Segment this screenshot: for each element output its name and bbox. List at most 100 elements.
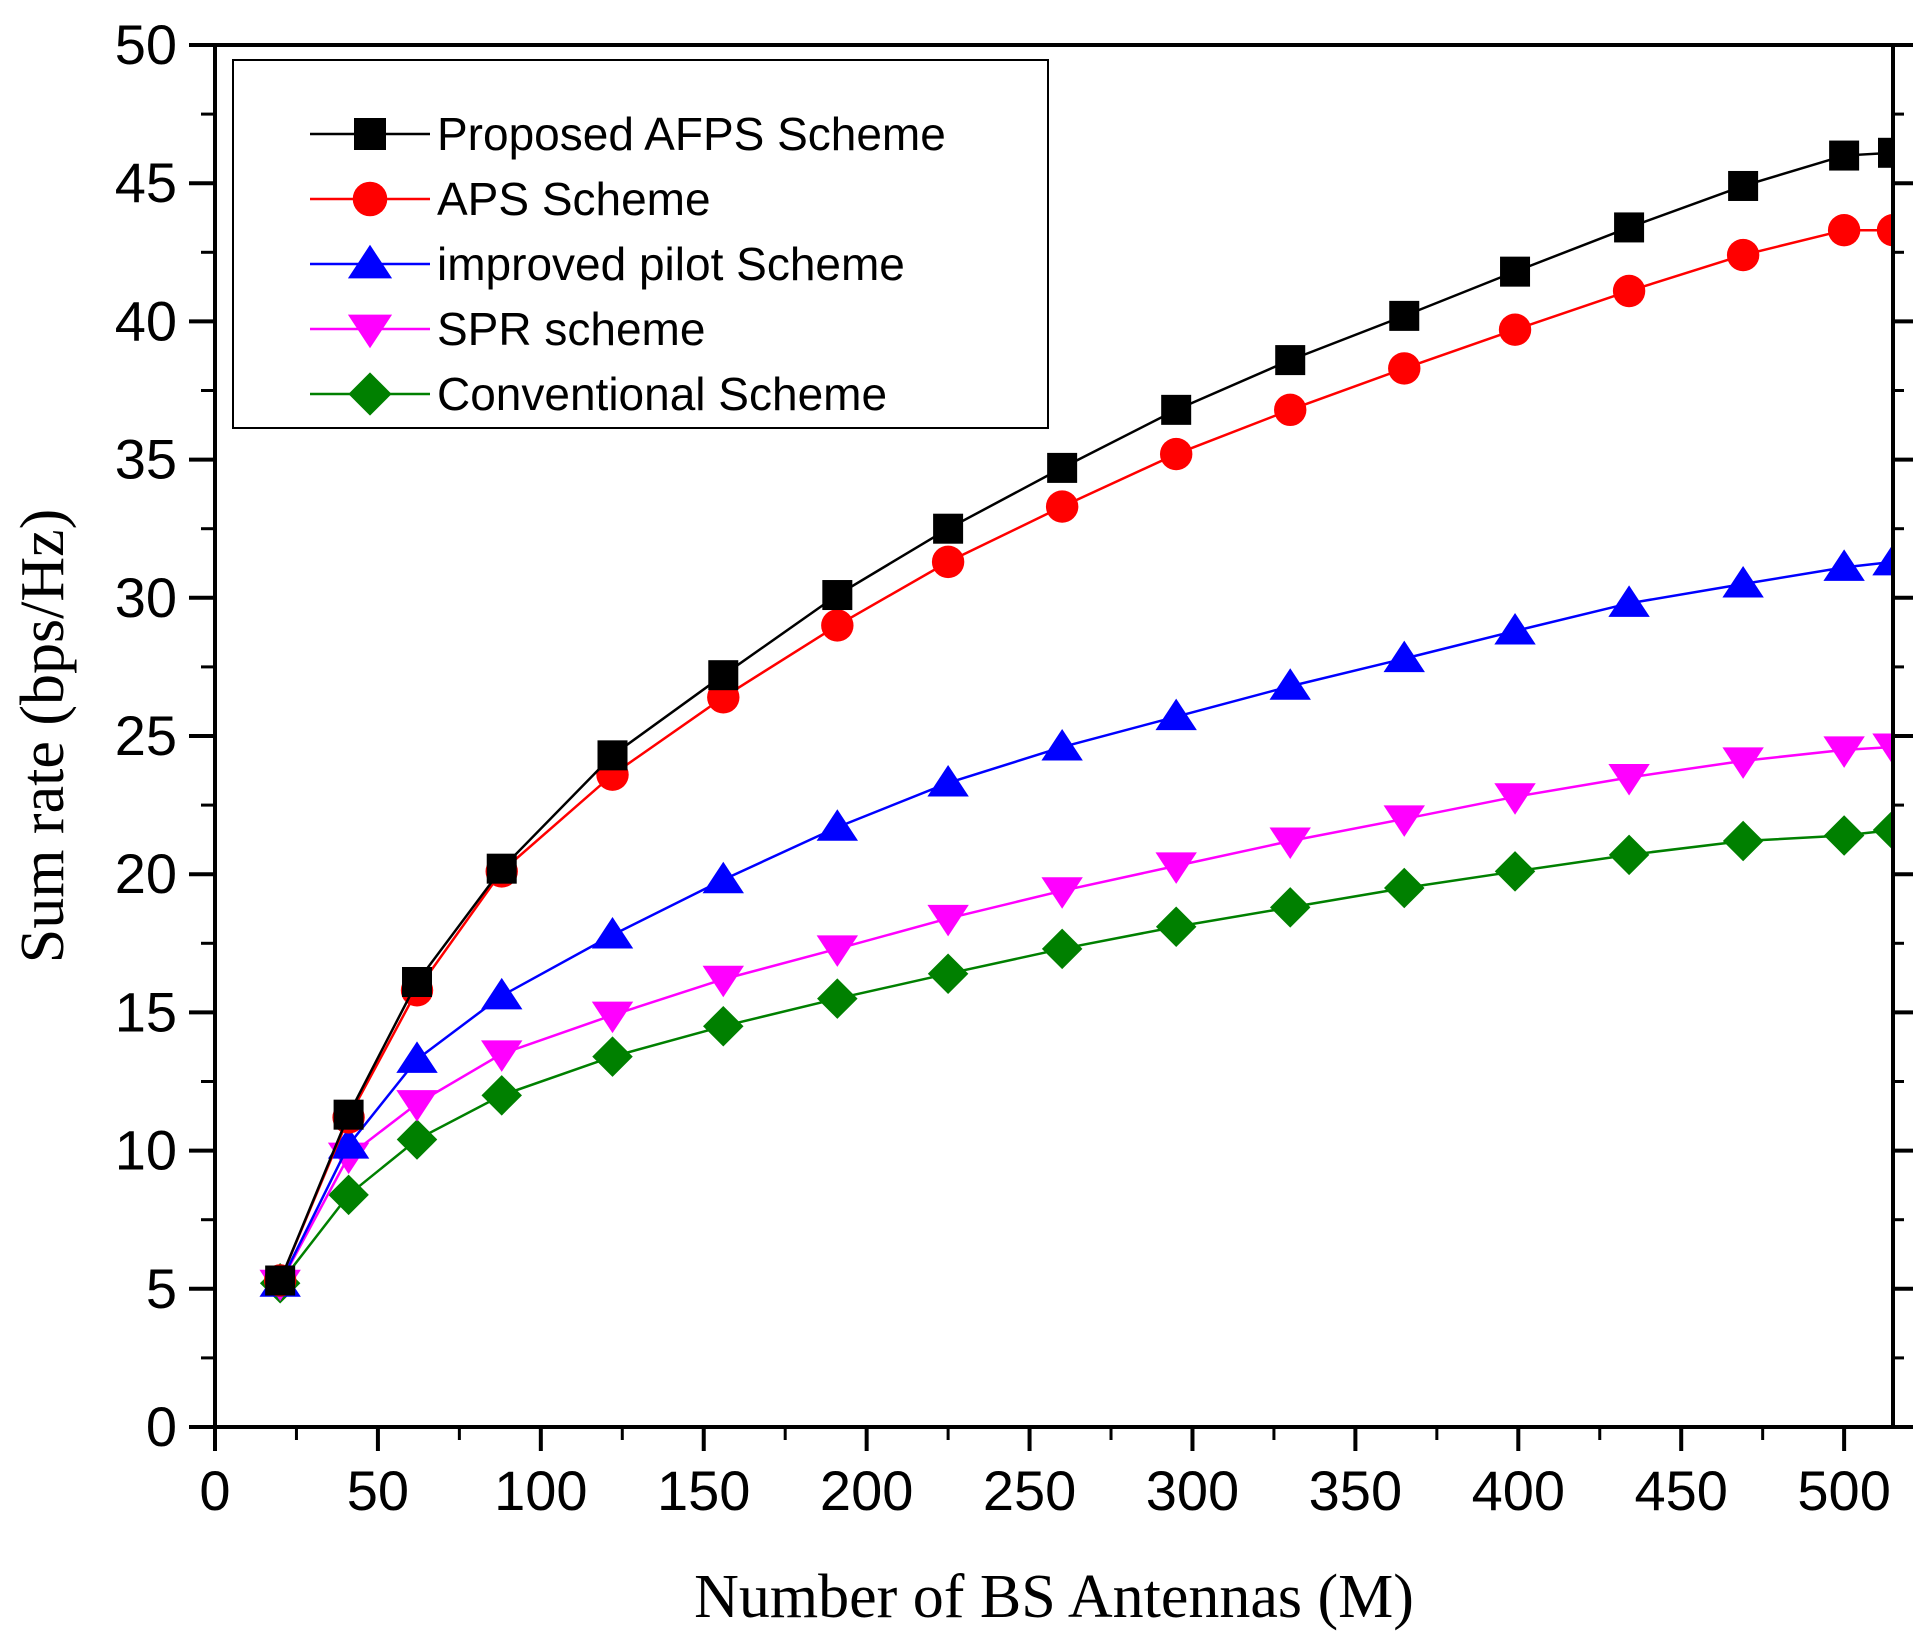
- data-point: [1041, 877, 1083, 909]
- x-tick-label: 450: [1634, 1459, 1727, 1522]
- axis-ticks: [189, 43, 1913, 1451]
- legend-label: improved pilot Scheme: [437, 238, 905, 290]
- data-point: [1275, 345, 1306, 376]
- x-axis-title: Number of BS Antennas (M): [694, 1563, 1414, 1631]
- legend-marker: [352, 181, 388, 217]
- legend-label: Conventional Scheme: [437, 368, 887, 420]
- data-point: [927, 904, 969, 937]
- data-point: [597, 740, 628, 771]
- x-tick-label: 500: [1797, 1459, 1890, 1522]
- legend-marker: [347, 314, 393, 349]
- data-point: [481, 1075, 522, 1116]
- data-point: [1872, 543, 1893, 576]
- data-point: [1500, 256, 1531, 287]
- data-point: [265, 1265, 296, 1296]
- data-point: [1494, 851, 1536, 892]
- data-point: [1269, 668, 1311, 700]
- data-point: [333, 1099, 364, 1130]
- data-point: [927, 764, 969, 797]
- data-point: [1388, 352, 1421, 385]
- data-point: [396, 1041, 438, 1073]
- data-point: [1608, 834, 1650, 876]
- data-point: [327, 1127, 370, 1159]
- data-point: [1383, 805, 1425, 837]
- data-point: [1041, 928, 1083, 970]
- data-point: [1494, 612, 1536, 645]
- y-tick-label: 25: [115, 704, 177, 767]
- x-tick-label: 150: [657, 1459, 750, 1522]
- series-line: [279, 560, 1893, 1284]
- series-2: [259, 543, 1893, 1297]
- legend-marker: [354, 118, 386, 150]
- data-point: [1608, 585, 1650, 617]
- y-tick-label: 30: [115, 566, 177, 629]
- data-point: [1872, 809, 1893, 851]
- data-point: [402, 966, 433, 997]
- data-point: [1389, 300, 1420, 331]
- y-tick-label: 20: [115, 842, 177, 905]
- y-tick-label: 40: [115, 289, 177, 352]
- data-point: [1726, 238, 1760, 272]
- legend-item: SPR scheme: [310, 303, 705, 355]
- series-0: [265, 137, 1893, 1296]
- data-point: [702, 965, 744, 998]
- data-point: [1155, 906, 1197, 947]
- legend: Proposed AFPS Scheme APS Scheme improved p…: [232, 59, 1049, 429]
- data-point: [1722, 820, 1764, 862]
- series-line: [279, 828, 1893, 1285]
- data-point: [821, 609, 854, 642]
- legend-marker: [347, 244, 393, 279]
- data-point: [396, 1090, 438, 1122]
- data-point: [1041, 729, 1083, 761]
- data-point: [1269, 827, 1311, 860]
- data-point: [1722, 565, 1764, 598]
- y-tick-label: 50: [115, 13, 177, 76]
- data-point: [1155, 698, 1197, 731]
- legend-label: Proposed AFPS Scheme: [437, 108, 946, 160]
- plot-frame: [213, 43, 1895, 1429]
- y-tick-label: 0: [146, 1395, 177, 1458]
- data-point: [702, 861, 744, 894]
- data-point: [481, 977, 523, 1010]
- data-point: [1494, 783, 1536, 815]
- data-point: [1608, 763, 1650, 796]
- data-point: [591, 917, 634, 949]
- x-tick-label: 50: [347, 1459, 409, 1522]
- data-point: [816, 935, 859, 967]
- y-tick-label: 10: [115, 1119, 177, 1182]
- data-point: [817, 978, 858, 1019]
- x-tick-label: 350: [1309, 1459, 1402, 1522]
- data-point: [1614, 212, 1645, 243]
- x-tick-label: 300: [1146, 1459, 1239, 1522]
- data-point: [486, 853, 517, 884]
- x-tick-label: 200: [820, 1459, 913, 1522]
- data-point: [1383, 640, 1425, 673]
- data-point: [927, 953, 969, 994]
- data-point: [1728, 170, 1759, 201]
- data-point: [816, 809, 859, 841]
- data-point: [1155, 852, 1197, 884]
- data-point: [933, 513, 964, 544]
- x-tick-label: 0: [199, 1459, 230, 1522]
- data-point: [1876, 213, 1893, 247]
- data-point: [1159, 437, 1193, 471]
- data-point: [931, 545, 965, 579]
- data-point: [592, 1036, 633, 1077]
- y-tick-label: 15: [115, 980, 177, 1043]
- x-tick-label: 400: [1472, 1459, 1565, 1522]
- data-point: [1823, 736, 1865, 768]
- data-point: [328, 1174, 369, 1216]
- legend-item: Conventional Scheme: [310, 368, 887, 420]
- data-point: [1384, 867, 1425, 909]
- legend-label: APS Scheme: [437, 173, 711, 225]
- series-line: [279, 745, 1893, 1284]
- legend-item: Proposed AFPS Scheme: [310, 108, 946, 160]
- data-point: [481, 1040, 523, 1072]
- legend-item: improved pilot Scheme: [310, 238, 905, 290]
- y-axis-title: Sum rate (bps/Hz): [9, 509, 77, 964]
- data-point: [1823, 549, 1865, 581]
- x-tick-label: 250: [983, 1459, 1076, 1522]
- data-point: [1274, 393, 1307, 427]
